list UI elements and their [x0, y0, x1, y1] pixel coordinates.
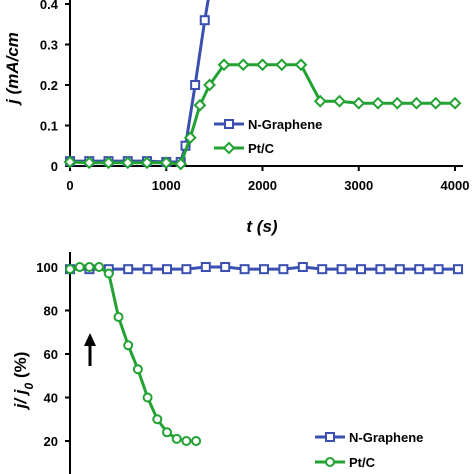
bottom-point-n-graphene — [356, 264, 366, 275]
bottom-point-n-graphene — [336, 264, 347, 275]
bottom-y-tick-label: 60 — [44, 347, 58, 362]
bottom-point-n-graphene — [433, 264, 444, 275]
bottom-y-tick-label: 80 — [44, 304, 58, 319]
bottom-point-n-graphene — [123, 264, 134, 275]
bottom-point-pt-c — [191, 436, 202, 446]
bottom-y-axis-label-subscript: 0 — [22, 382, 36, 389]
top-ticks: 0 1000 2000 3000 4000 0 0.1 0.2 0.3 0.4 — [40, 0, 470, 193]
bottom-point-pt-c — [162, 427, 172, 438]
bottom-legend-marker-pt-c — [325, 457, 335, 467]
top-y-tick-label: 0.2 — [40, 78, 58, 93]
bottom-y-tick-label: 40 — [44, 391, 58, 406]
top-y-axis-label: j (mA/cm — [3, 32, 22, 106]
top-point-pt-c — [448, 96, 462, 110]
top-point-pt-c — [333, 94, 346, 108]
bottom-point-pt-c — [84, 262, 95, 272]
top-point-pt-c — [236, 58, 250, 72]
bottom-chart: 20 40 60 80 100 j/ j0 (%) N-Graphene Pt/C — [11, 252, 463, 474]
bottom-point-n-graphene — [394, 264, 405, 275]
top-chart: 0 1000 2000 3000 4000 0 0.1 0.2 0.3 0.4 t (s) j (… — [3, 0, 469, 236]
bottom-ticks: 20 40 60 80 100 — [36, 260, 70, 449]
bottom-legend-marker-n-graphene — [325, 432, 335, 442]
bottom-point-n-graphene — [375, 264, 386, 275]
top-point-pt-c — [159, 156, 173, 170]
top-point-pt-c — [371, 96, 385, 110]
bottom-point-pt-c — [65, 264, 75, 275]
top-y-tick-label: 0 — [51, 159, 58, 174]
top-legend: N-Graphene Pt/C — [214, 117, 322, 156]
bottom-point-n-graphene — [317, 264, 328, 275]
top-x-tick-label: 4000 — [441, 178, 470, 193]
top-point-pt-c — [121, 156, 135, 170]
bottom-legend-label-pt-c: Pt/C — [349, 455, 376, 470]
bottom-point-pt-c — [142, 392, 153, 403]
bottom-point-n-graphene — [181, 264, 192, 275]
bottom-y-axis-label: j/ j0 (%) — [11, 352, 36, 411]
top-point-pt-c — [63, 155, 77, 169]
bottom-point-pt-c — [123, 340, 134, 351]
bottom-point-n-graphene — [142, 264, 153, 275]
top-point-pt-c — [429, 96, 443, 110]
top-point-pt-c — [174, 157, 188, 171]
bottom-point-n-graphene — [200, 262, 211, 272]
top-point-pt-c — [275, 58, 289, 72]
top-point-pt-c — [193, 98, 207, 112]
top-legend-marker-pt-c — [222, 141, 236, 155]
bottom-point-n-graphene — [220, 262, 231, 272]
bottom-point-pt-c — [132, 364, 143, 375]
bottom-point-pt-c — [152, 414, 163, 425]
top-x-tick-label: 0 — [66, 178, 73, 193]
top-point-n-graphene — [190, 80, 201, 90]
bottom-point-n-graphene — [453, 264, 463, 275]
top-x-tick-label: 1000 — [152, 178, 181, 193]
top-x-tick-label: 3000 — [344, 178, 373, 193]
bottom-point-n-graphene — [239, 264, 250, 275]
top-x-axis-label: t (s) — [246, 217, 278, 236]
bottom-y-axis-label-main: j/ j — [11, 388, 30, 410]
bottom-point-pt-c — [181, 436, 192, 446]
bottom-legend-label-n-graphene: N-Graphene — [349, 430, 423, 445]
top-point-pt-c — [183, 131, 197, 145]
top-point-pt-c — [390, 96, 404, 110]
bottom-y-tick-label: 20 — [44, 434, 58, 449]
bottom-point-pt-c — [74, 262, 85, 272]
top-y-tick-label: 0.4 — [40, 0, 59, 12]
top-point-pt-c — [203, 78, 216, 92]
bottom-point-n-graphene — [162, 264, 172, 275]
top-point-pt-c — [352, 96, 366, 110]
top-legend-marker-n-graphene — [224, 119, 234, 129]
top-point-pt-c — [313, 94, 327, 108]
bottom-point-pt-c — [113, 312, 124, 323]
bottom-y-tick-label: 100 — [36, 260, 58, 275]
top-point-pt-c — [140, 156, 154, 170]
bottom-series — [65, 262, 463, 446]
top-point-pt-c — [410, 96, 423, 110]
top-point-pt-c — [256, 58, 269, 72]
top-point-pt-c — [102, 156, 115, 170]
bottom-point-n-graphene — [278, 264, 289, 275]
bottom-point-pt-c — [171, 433, 182, 444]
bottom-point-n-graphene — [414, 264, 425, 275]
top-legend-label-pt-c: Pt/C — [248, 141, 275, 156]
bottom-point-n-graphene — [297, 262, 308, 272]
top-x-tick-label: 2000 — [248, 178, 277, 193]
bottom-point-n-graphene — [259, 264, 269, 275]
top-y-tick-label: 0.3 — [40, 38, 58, 53]
bottom-y-axis-label-unit: (%) — [11, 352, 30, 383]
top-point-pt-c — [82, 156, 96, 170]
top-point-pt-c — [294, 58, 308, 72]
top-point-n-graphene — [199, 15, 210, 26]
top-series — [63, 0, 462, 171]
injection-arrow-head — [84, 333, 96, 346]
top-y-tick-label: 0.1 — [40, 119, 58, 134]
top-legend-label-n-graphene: N-Graphene — [248, 117, 322, 132]
bottom-legend: N-Graphene Pt/C — [315, 430, 423, 470]
injection-arrow — [84, 333, 96, 366]
bottom-point-pt-c — [103, 268, 114, 279]
bottom-point-pt-c — [94, 262, 105, 272]
top-point-pt-c — [217, 58, 231, 72]
